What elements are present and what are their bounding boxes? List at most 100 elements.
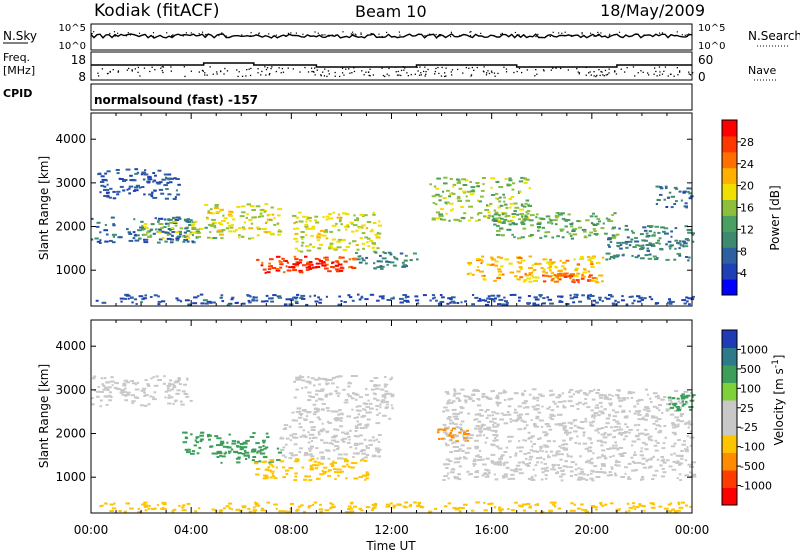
- heatmap-cell: [436, 431, 440, 434]
- heatmap-cell: [167, 402, 170, 405]
- heatmap-cell: [172, 198, 177, 200]
- heatmap-cell: [388, 261, 391, 263]
- heatmap-cell: [495, 233, 501, 236]
- heatmap-cell: [672, 397, 676, 400]
- heatmap-cell: [416, 258, 419, 261]
- heatmap-cell: [355, 416, 359, 419]
- heatmap-cell: [99, 242, 102, 244]
- heatmap-cell: [464, 437, 467, 440]
- heatmap-cell: [326, 431, 329, 434]
- heatmap-cell: [107, 394, 112, 397]
- heatmap-cell: [371, 507, 376, 510]
- heatmap-cell: [318, 418, 322, 421]
- heatmap-cell: [128, 239, 134, 242]
- heatmap-cell: [474, 413, 480, 416]
- heatmap-cell: [101, 178, 104, 181]
- heatmap-cell: [195, 436, 200, 439]
- heatmap-cell: [455, 440, 459, 443]
- heatmap-cell: [554, 265, 557, 268]
- heatmap-cell: [297, 459, 300, 462]
- heatmap-cell: [460, 444, 465, 447]
- heatmap-cell: [633, 299, 636, 302]
- heatmap-cell: [194, 510, 198, 513]
- heatmap-cell: [298, 271, 304, 274]
- heatmap-cell: [271, 213, 275, 216]
- heatmap-cell: [530, 440, 533, 443]
- heatmap-cell: [175, 392, 180, 395]
- heatmap-cell: [348, 296, 353, 299]
- heatmap-cell: [660, 459, 665, 462]
- nave-dot: [212, 73, 214, 75]
- heatmap-cell: [511, 419, 517, 422]
- heatmap-cell: [514, 467, 519, 470]
- heatmap-cell: [361, 452, 367, 455]
- heatmap-cell: [306, 262, 310, 265]
- heatmap-cell: [298, 220, 304, 223]
- heatmap-cell: [584, 420, 588, 423]
- x-tick-label: 00:00: [675, 523, 710, 537]
- nave-dot: [271, 66, 273, 68]
- heatmap-cell: [540, 467, 543, 470]
- nave-dot: [465, 66, 467, 69]
- heatmap-cell: [291, 419, 296, 422]
- heatmap-cell: [273, 217, 276, 219]
- heatmap-cell: [352, 258, 357, 261]
- heatmap-cell: [280, 436, 283, 439]
- heatmap-cell: [154, 174, 157, 177]
- heatmap-cell: [546, 466, 549, 469]
- heatmap-cell: [483, 215, 486, 218]
- heatmap-cell: [614, 255, 618, 258]
- heatmap-cell: [125, 294, 131, 297]
- heatmap-cell: [573, 419, 578, 421]
- heatmap-cell: [688, 256, 691, 259]
- heatmap-cell: [668, 302, 673, 305]
- heatmap-cell: [556, 413, 562, 416]
- heatmap-cell: [336, 468, 342, 471]
- heatmap-cell: [616, 301, 620, 304]
- heatmap-cell: [193, 220, 198, 223]
- heatmap-cell: [310, 377, 315, 380]
- heatmap-cell: [677, 501, 680, 504]
- heatmap-cell: [474, 418, 479, 421]
- heatmap-cell: [135, 303, 138, 305]
- heatmap-cell: [518, 180, 524, 183]
- heatmap-cell: [304, 475, 307, 478]
- heatmap-cell: [561, 443, 565, 446]
- heatmap-cell: [559, 229, 564, 232]
- noise-search-dot: [676, 31, 678, 33]
- heatmap-cell: [362, 215, 365, 217]
- heatmap-cell: [622, 397, 626, 399]
- y-tick-label: 2000: [55, 427, 86, 441]
- heatmap-cell: [536, 399, 540, 402]
- heatmap-cell: [616, 428, 620, 431]
- nave-dot: [588, 72, 590, 74]
- heatmap-cell: [493, 300, 496, 303]
- heatmap-cell: [534, 464, 538, 467]
- heatmap-cell: [458, 465, 462, 468]
- heatmap-cell: [569, 223, 574, 226]
- nave-dot: [382, 74, 385, 77]
- heatmap-cell: [304, 453, 309, 456]
- heatmap-cell: [487, 471, 491, 474]
- heatmap-cell: [440, 437, 445, 440]
- heatmap-cell: [449, 471, 455, 474]
- heatmap-cell: [518, 468, 523, 471]
- heatmap-cell: [360, 295, 363, 298]
- heatmap-cell: [463, 503, 468, 506]
- heatmap-cell: [109, 187, 113, 190]
- heatmap-cell: [593, 506, 598, 509]
- heatmap-cell: [337, 395, 340, 398]
- heatmap-cell: [110, 376, 114, 379]
- heatmap-cell: [637, 418, 641, 421]
- heatmap-cell: [321, 422, 324, 425]
- heatmap-cell: [305, 303, 309, 306]
- heatmap-cell: [596, 222, 600, 225]
- heatmap-cell: [319, 451, 324, 454]
- heatmap-cell: [113, 387, 118, 389]
- heatmap-cell: [535, 408, 539, 411]
- heatmap-cell: [443, 406, 448, 409]
- heatmap-cell: [624, 466, 628, 469]
- heatmap-cell: [164, 240, 168, 243]
- heatmap-cell: [584, 398, 587, 400]
- heatmap-cell: [294, 264, 300, 267]
